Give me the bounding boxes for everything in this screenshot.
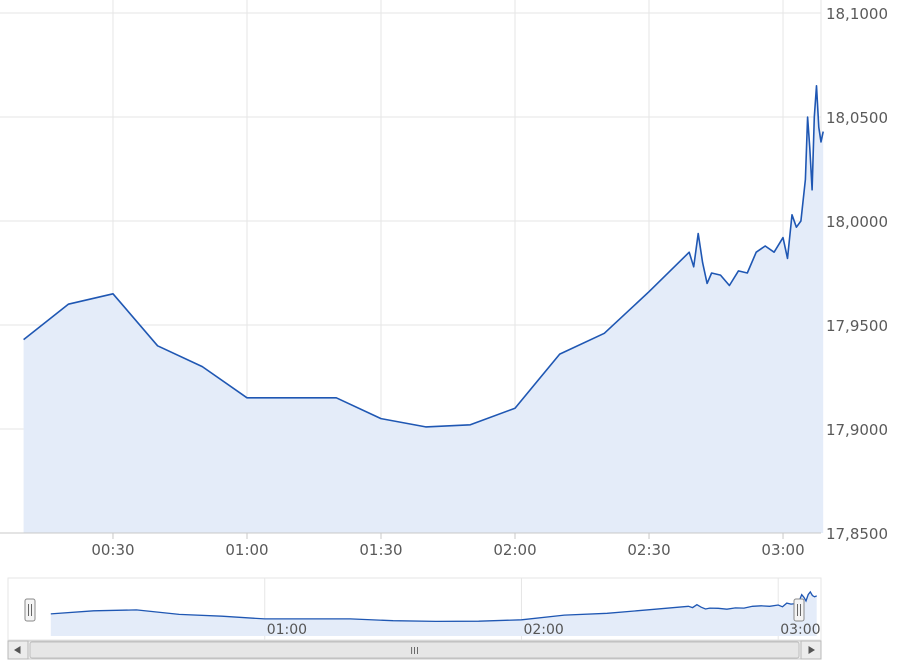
navigator[interactable]: 01:00 02:00 03:00 [7, 577, 822, 641]
y-tick-label: 17,9500 [826, 317, 888, 335]
arrow-left-icon [14, 646, 21, 654]
x-tick-label: 01:00 [225, 541, 268, 559]
x-tick-label: 01:30 [359, 541, 402, 559]
y-tick-label: 17,8500 [826, 525, 888, 543]
navigator-tick-label: 01:00 [267, 622, 307, 638]
navigator-area-fill [50, 591, 817, 636]
scrollbar-grip: III [410, 646, 419, 657]
y-tick-label: 18,0000 [826, 213, 888, 231]
x-tick-label: 00:30 [91, 541, 134, 559]
x-axis: 00:30 01:00 01:30 02:00 02:30 03:00 [0, 532, 821, 559]
y-tick-label: 18,0500 [826, 109, 888, 127]
scrollbar-right-button[interactable] [800, 640, 822, 660]
y-tick-label: 17,9000 [826, 421, 888, 439]
navigator-left-handle[interactable] [24, 598, 36, 622]
x-tick-label: 02:00 [493, 541, 536, 559]
series-line [23, 85, 824, 428]
navigator-right-handle[interactable] [793, 598, 805, 622]
y-axis: 18,1000 18,0500 18,0000 17,9500 17,9000 17,85… [826, 5, 888, 543]
series-area-fill [23, 85, 824, 534]
scrollbar[interactable]: III [7, 640, 822, 660]
scrollbar-thumb[interactable] [29, 641, 800, 659]
x-tick-label: 03:00 [761, 541, 804, 559]
x-tick-label: 02:30 [627, 541, 670, 559]
navigator-line [50, 590, 817, 623]
arrow-right-icon [808, 646, 815, 654]
y-tick-label: 18,1000 [826, 5, 888, 23]
scrollbar-left-button[interactable] [7, 640, 29, 660]
navigator-tick-label: 02:00 [523, 622, 563, 638]
navigator-tick-label: 03:00 [780, 622, 820, 638]
navigator-x-axis: 01:00 02:00 03:00 [267, 622, 821, 638]
